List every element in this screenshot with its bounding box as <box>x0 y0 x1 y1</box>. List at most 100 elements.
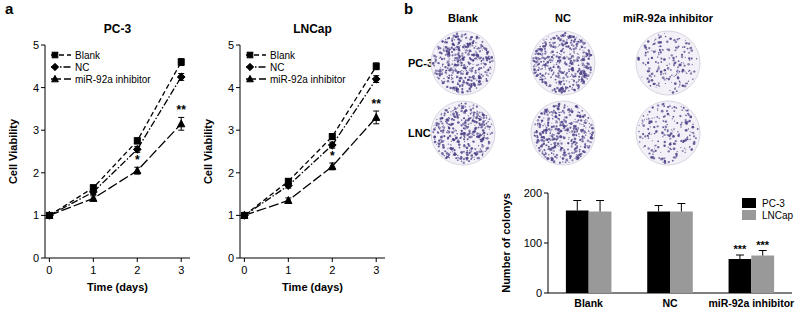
y-tick <box>41 45 45 46</box>
colony <box>463 111 466 114</box>
data-point <box>241 212 248 219</box>
colony <box>677 72 678 73</box>
colony <box>542 131 544 133</box>
data-point <box>328 141 336 149</box>
colony <box>556 135 558 137</box>
colony <box>544 81 547 84</box>
data-point <box>284 182 292 190</box>
colony <box>468 78 471 81</box>
colony <box>481 112 483 114</box>
colony <box>457 140 459 142</box>
colony <box>477 157 480 160</box>
colony <box>559 162 561 164</box>
colony <box>482 81 483 82</box>
colony <box>478 133 479 134</box>
annotation: ** <box>177 103 187 117</box>
colony <box>441 121 443 123</box>
colony <box>471 154 473 156</box>
colony <box>579 151 581 153</box>
y-axis <box>45 45 46 258</box>
colony <box>485 56 486 57</box>
colony <box>554 46 557 49</box>
colony <box>558 83 560 85</box>
colony <box>457 159 459 161</box>
colony <box>659 46 660 47</box>
colony <box>486 58 487 59</box>
colony <box>647 61 650 64</box>
colony <box>678 46 680 48</box>
colony <box>453 34 455 36</box>
colony <box>578 76 580 78</box>
colony <box>576 37 577 38</box>
colony <box>541 152 543 154</box>
colony <box>584 74 586 76</box>
colony <box>440 142 441 143</box>
colony <box>678 38 679 39</box>
x-tick <box>244 258 245 262</box>
colony <box>675 75 676 76</box>
annotation: * <box>330 149 335 163</box>
x-tick-label: 0 <box>241 264 247 276</box>
colony <box>448 47 450 49</box>
colony <box>551 123 552 124</box>
colony <box>487 125 489 127</box>
colony <box>563 149 565 151</box>
colony <box>470 108 473 111</box>
colony <box>546 85 548 87</box>
colony <box>477 111 478 112</box>
colony <box>582 42 585 45</box>
colony <box>679 84 680 85</box>
colony <box>571 35 572 36</box>
colony <box>447 136 449 138</box>
colony <box>442 69 444 71</box>
colony <box>581 78 584 81</box>
colony <box>579 116 581 118</box>
colony <box>688 71 689 72</box>
colony <box>487 70 488 71</box>
colony <box>462 78 463 79</box>
colony <box>452 110 454 112</box>
colony <box>481 74 483 76</box>
colony <box>447 148 448 149</box>
colony <box>452 81 454 83</box>
colony <box>478 80 481 83</box>
colony <box>470 150 472 152</box>
colony <box>562 157 564 159</box>
colony <box>447 80 450 83</box>
colony <box>456 133 458 135</box>
colony <box>478 37 479 38</box>
colony <box>463 44 465 46</box>
colony <box>569 127 571 129</box>
colony <box>458 80 461 83</box>
colony <box>478 118 479 119</box>
colony <box>653 83 655 85</box>
colony <box>450 124 453 127</box>
colony <box>438 48 440 50</box>
colony <box>544 53 546 55</box>
colony <box>544 113 546 115</box>
colony <box>574 119 575 120</box>
colony <box>567 46 569 48</box>
colony <box>591 127 594 130</box>
colony <box>483 132 486 135</box>
colony <box>450 67 453 70</box>
colony <box>691 71 692 72</box>
colony <box>572 87 573 88</box>
colony <box>583 59 586 62</box>
colony <box>562 77 565 80</box>
colony <box>543 111 545 113</box>
colony <box>568 65 570 67</box>
colony <box>569 85 571 87</box>
colony <box>485 137 486 138</box>
colony <box>547 124 549 126</box>
colony <box>548 154 549 155</box>
error-bar <box>373 63 379 70</box>
colony <box>462 58 464 60</box>
colony <box>480 126 482 128</box>
colony <box>442 82 444 84</box>
colony <box>477 55 479 57</box>
colony <box>540 53 542 55</box>
colony <box>671 82 672 83</box>
colony <box>577 59 579 61</box>
colony <box>563 52 565 54</box>
